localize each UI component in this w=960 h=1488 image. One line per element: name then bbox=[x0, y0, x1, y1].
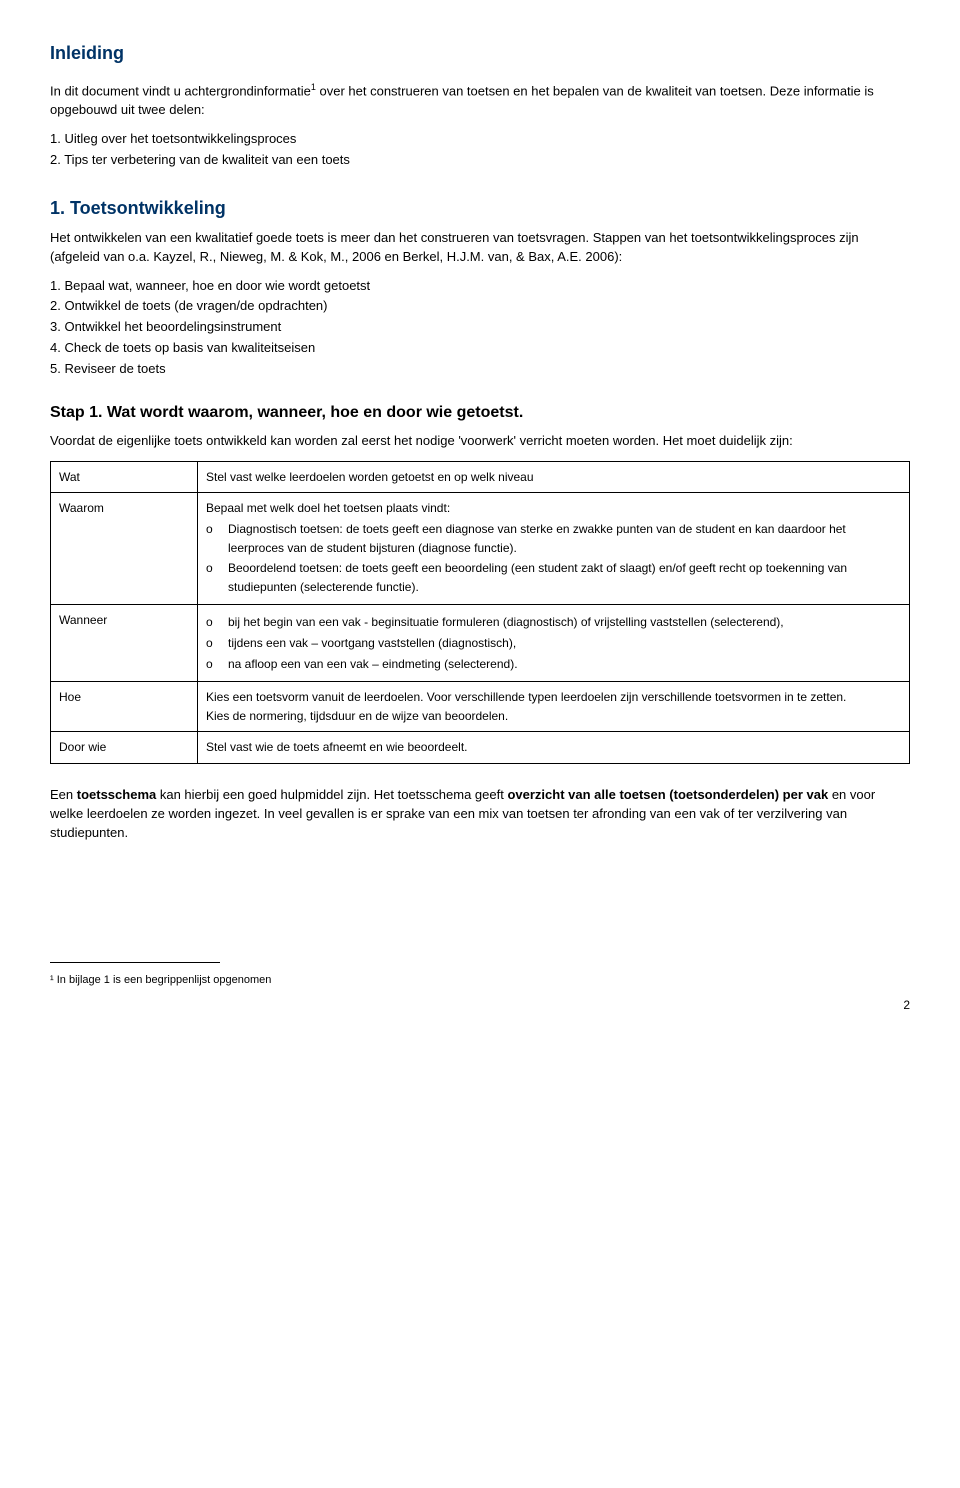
cell-wat-label: Wat bbox=[51, 461, 198, 493]
wanneer-bullet-1-text: bij het begin van een vak - beginsituati… bbox=[228, 613, 901, 632]
waarom-intro: Bepaal met welk doel het toetsen plaats … bbox=[206, 499, 901, 518]
waarom-bullet-1: o Diagnostisch toetsen: de toets geeft e… bbox=[206, 520, 901, 557]
inleiding-text-1: In dit document vindt u achtergrondinfor… bbox=[50, 83, 311, 98]
wanneer-bullet-2-text: tijdens een vak – voortgang vaststellen … bbox=[228, 634, 901, 653]
step-2: 2. Ontwikkel de toets (de vragen/de opdr… bbox=[50, 297, 910, 316]
cell-hoe-content: Kies een toetsvorm vanuit de leerdoelen.… bbox=[198, 682, 910, 732]
wanneer-bullet-2: o tijdens een vak – voortgang vaststelle… bbox=[206, 634, 901, 653]
bullet-mark: o bbox=[206, 520, 228, 557]
hoe-line-2: Kies de normering, tijdsduur en de wijze… bbox=[206, 707, 901, 726]
footnote-separator bbox=[50, 962, 220, 963]
bullet-mark: o bbox=[206, 634, 228, 653]
wanneer-bullet-3: o na afloop een van een vak – eindmeting… bbox=[206, 655, 901, 674]
intro-item-1: 1. Uitleg over het toetsontwikkelingspro… bbox=[50, 130, 910, 149]
cell-waarom-content: Bepaal met welk doel het toetsen plaats … bbox=[198, 493, 910, 605]
wanneer-bullet-1: o bij het begin van een vak - beginsitua… bbox=[206, 613, 901, 632]
table-row-wat: Wat Stel vast welke leerdoelen worden ge… bbox=[51, 461, 910, 493]
cell-wanneer-content: o bij het begin van een vak - beginsitua… bbox=[198, 605, 910, 682]
cell-hoe-label: Hoe bbox=[51, 682, 198, 732]
cell-wat-content: Stel vast welke leerdoelen worden getoet… bbox=[198, 461, 910, 493]
step-4: 4. Check de toets op basis van kwaliteit… bbox=[50, 339, 910, 358]
page-number: 2 bbox=[50, 997, 910, 1014]
heading-stap1: Stap 1. Wat wordt waarom, wanneer, hoe e… bbox=[50, 401, 910, 424]
table-row-hoe: Hoe Kies een toetsvorm vanuit de leerdoe… bbox=[51, 682, 910, 732]
intro-item-2: 2. Tips ter verbetering van de kwaliteit… bbox=[50, 151, 910, 170]
closing-paragraph: Een toetsschema kan hierbij een goed hul… bbox=[50, 786, 910, 843]
inleiding-paragraph: In dit document vindt u achtergrondinfor… bbox=[50, 81, 910, 120]
cell-wanneer-label: Wanneer bbox=[51, 605, 198, 682]
closing-bold-1: toetsschema bbox=[77, 787, 156, 802]
heading-inleiding: Inleiding bbox=[50, 40, 910, 66]
waarom-bullet-2: o Beoordelend toetsen: de toets geeft ee… bbox=[206, 559, 901, 596]
footnote-1: ¹ In bijlage 1 is een begrippenlijst opg… bbox=[50, 973, 910, 989]
cell-waarom-label: Waarom bbox=[51, 493, 198, 605]
closing-bold-2: overzicht van alle toetsen (toetsonderde… bbox=[507, 787, 828, 802]
stap1-paragraph: Voordat de eigenlijke toets ontwikkeld k… bbox=[50, 432, 910, 451]
closing-pre: Een bbox=[50, 787, 77, 802]
wanneer-bullet-3-text: na afloop een van een vak – eindmeting (… bbox=[228, 655, 901, 674]
bullet-mark: o bbox=[206, 613, 228, 632]
table-row-waarom: Waarom Bepaal met welk doel het toetsen … bbox=[51, 493, 910, 605]
step-3: 3. Ontwikkel het beoordelingsinstrument bbox=[50, 318, 910, 337]
cell-doorwie-content: Stel vast wie de toets afneemt en wie be… bbox=[198, 732, 910, 764]
step-1: 1. Bepaal wat, wanneer, hoe en door wie … bbox=[50, 277, 910, 296]
waarom-bullet-2-text: Beoordelend toetsen: de toets geeft een … bbox=[228, 559, 901, 596]
hoe-line-1: Kies een toetsvorm vanuit de leerdoelen.… bbox=[206, 688, 901, 707]
heading-section-1: 1. Toetsontwikkeling bbox=[50, 195, 910, 221]
waarom-bullet-1-text: Diagnostisch toetsen: de toets geeft een… bbox=[228, 520, 901, 557]
table-row-doorwie: Door wie Stel vast wie de toets afneemt … bbox=[51, 732, 910, 764]
bullet-mark: o bbox=[206, 655, 228, 674]
closing-mid-1: kan hierbij een goed hulpmiddel zijn. He… bbox=[156, 787, 507, 802]
section1-paragraph: Het ontwikkelen van een kwalitatief goed… bbox=[50, 229, 910, 267]
table-row-wanneer: Wanneer o bij het begin van een vak - be… bbox=[51, 605, 910, 682]
stap1-table: Wat Stel vast welke leerdoelen worden ge… bbox=[50, 461, 910, 764]
step-5: 5. Reviseer de toets bbox=[50, 360, 910, 379]
bullet-mark: o bbox=[206, 559, 228, 596]
cell-doorwie-label: Door wie bbox=[51, 732, 198, 764]
